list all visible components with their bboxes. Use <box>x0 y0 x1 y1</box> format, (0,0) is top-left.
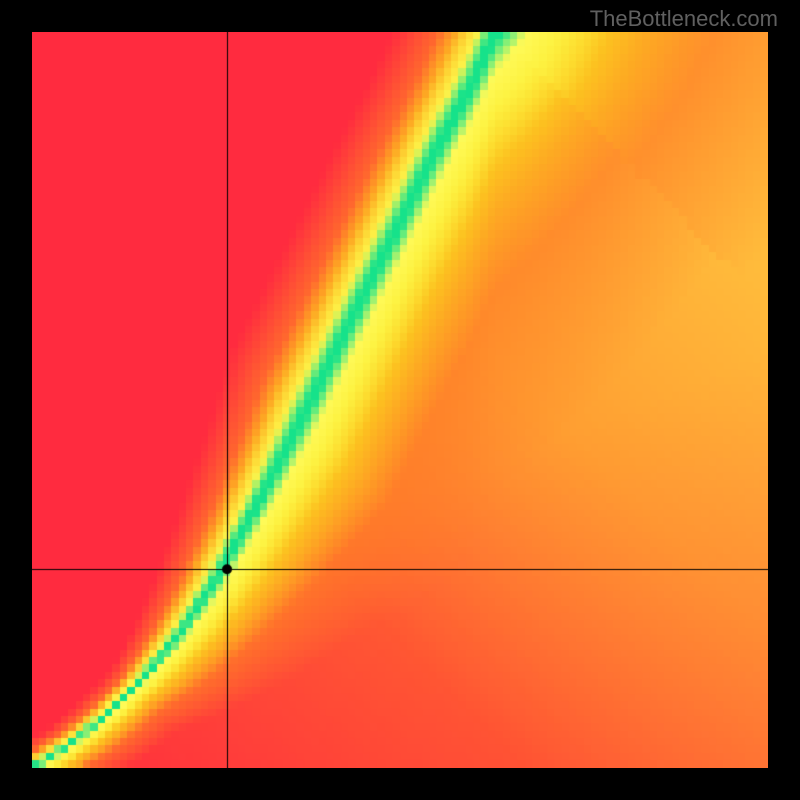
watermark-text: TheBottleneck.com <box>590 6 778 32</box>
chart-container: TheBottleneck.com <box>0 0 800 800</box>
bottleneck-heatmap <box>32 32 768 768</box>
